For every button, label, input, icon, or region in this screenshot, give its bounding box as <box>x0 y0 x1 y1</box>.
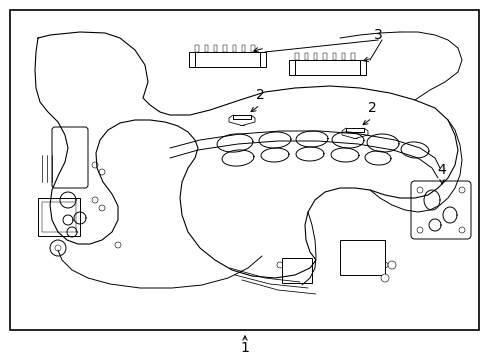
Bar <box>38 198 80 236</box>
Bar <box>242 45 244 52</box>
Bar <box>288 60 294 75</box>
Circle shape <box>50 240 66 256</box>
Circle shape <box>387 261 395 269</box>
Bar <box>339 240 384 275</box>
Bar <box>359 60 365 75</box>
Bar <box>195 52 260 67</box>
Circle shape <box>380 274 388 282</box>
Circle shape <box>381 262 387 268</box>
Bar <box>341 53 345 60</box>
Bar <box>304 53 307 60</box>
Text: 2: 2 <box>255 88 264 102</box>
Circle shape <box>115 242 121 248</box>
Bar <box>189 52 195 67</box>
FancyBboxPatch shape <box>410 181 470 239</box>
Bar <box>10 10 478 330</box>
Bar <box>294 60 359 75</box>
Bar <box>42 202 76 232</box>
FancyBboxPatch shape <box>52 127 88 188</box>
Bar <box>350 53 354 60</box>
Text: 4: 4 <box>437 163 446 177</box>
Circle shape <box>92 162 98 168</box>
Text: 1: 1 <box>240 341 249 355</box>
Bar <box>260 52 265 67</box>
Circle shape <box>416 227 422 233</box>
Bar <box>232 115 250 119</box>
Text: 2: 2 <box>367 101 376 115</box>
Bar <box>323 53 326 60</box>
Circle shape <box>99 205 105 211</box>
Bar <box>282 258 311 283</box>
Circle shape <box>458 187 464 193</box>
Bar <box>214 45 217 52</box>
Bar <box>195 45 199 52</box>
Circle shape <box>99 169 105 175</box>
Bar <box>232 45 235 52</box>
Circle shape <box>92 197 98 203</box>
Circle shape <box>458 227 464 233</box>
Bar <box>313 53 317 60</box>
Bar <box>251 45 254 52</box>
Bar <box>295 53 298 60</box>
Circle shape <box>416 187 422 193</box>
Bar <box>346 128 363 132</box>
Circle shape <box>276 262 283 268</box>
Bar <box>332 53 335 60</box>
Bar <box>223 45 226 52</box>
Text: 3: 3 <box>373 28 382 42</box>
Bar <box>204 45 208 52</box>
Circle shape <box>55 245 61 251</box>
